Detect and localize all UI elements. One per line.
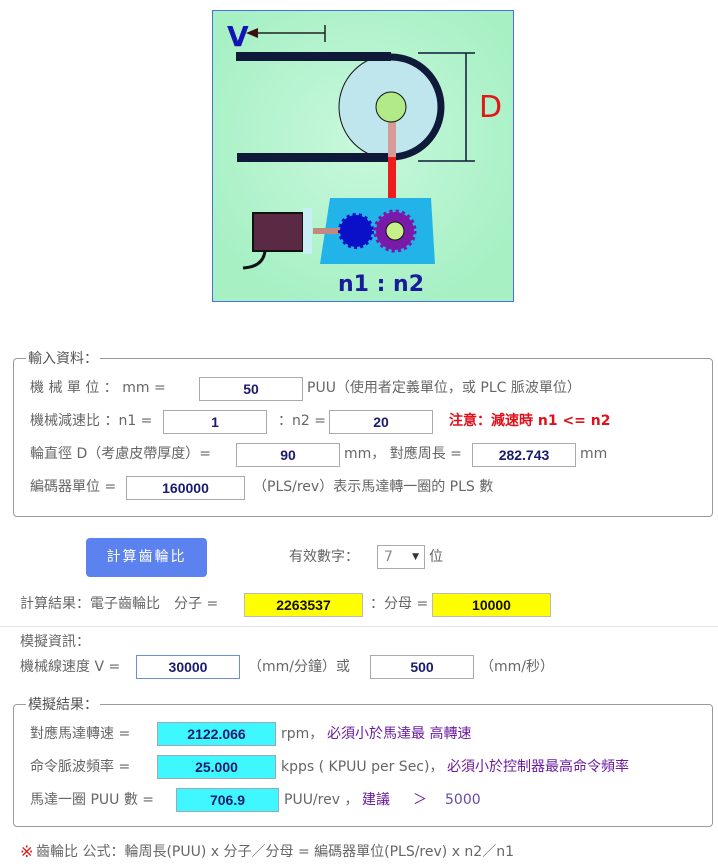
encoder-input[interactable]: 160000	[126, 476, 245, 500]
significant-digits-select[interactable]: 7 ▼	[377, 545, 425, 569]
diameter-label: D	[479, 90, 502, 125]
digits-label: 有效數字：	[289, 549, 359, 565]
pulse-freq-output: 25.000	[157, 755, 276, 779]
speed-unit1: （mm/分鐘）或	[248, 659, 350, 675]
input-section: 輸入資料：	[13, 348, 713, 517]
denominator-label: ：分母 =	[370, 596, 429, 612]
mech-unit-input[interactable]: 50	[199, 377, 303, 401]
numerator-output: 2263537	[244, 593, 363, 617]
divider	[0, 626, 718, 627]
n2-input[interactable]: 20	[329, 410, 433, 434]
reduction-warning: 注意：減速時 n1 <= n2	[449, 413, 611, 429]
result-label: 計算結果：電子齒輪比 分子 =	[20, 596, 219, 612]
reduction-label: 機械減速比 ：n1 =	[30, 413, 153, 429]
velocity-label: V	[227, 20, 249, 53]
mech-unit-suffix: PUU（使用者定義單位，或 PLC 脈波單位）	[307, 380, 581, 396]
circumference-label: mm， 對應周長 =	[344, 446, 462, 462]
sim-result-legend: 模擬結果：	[28, 697, 98, 713]
mech-unit-label: 機 械 單 位 ： mm =	[30, 380, 166, 396]
circumference-output: 282.743	[472, 443, 576, 467]
speed-label: 機械線速度 V =	[20, 659, 121, 675]
n2-label: ：n2 =	[278, 413, 326, 429]
circumference-unit: mm	[580, 446, 608, 462]
encoder-suffix: （PLS/rev）表示馬達轉一圈的 PLS 數	[253, 479, 494, 495]
pulse-freq-unit: kpps ( KPUU per Sec)，	[281, 759, 444, 775]
greater-than-symbol: ＞	[413, 792, 427, 808]
digits-value: 7	[384, 549, 393, 565]
sim-info-title: 模擬資訊：	[20, 634, 90, 650]
input-section-legend: 輸入資料：	[28, 351, 98, 367]
speed-mm-s-input[interactable]: 500	[370, 655, 474, 679]
motor-speed-note: 必須小於馬達最 高轉速	[327, 726, 472, 742]
sim-result-section: 模擬結果：	[13, 694, 713, 827]
encoder-label: 編碼器單位 =	[30, 479, 117, 495]
motor-speed-output: 2122.066	[157, 722, 276, 746]
pulse-freq-note: 必須小於控制器最高命令頻率	[447, 759, 629, 775]
calculate-gear-ratio-button[interactable]: 計算齒輪比	[86, 538, 207, 577]
puu-per-rev-note: 建議	[362, 792, 390, 808]
puu-per-rev-output: 706.9	[176, 788, 279, 812]
puu-per-rev-unit: PUU/rev ，	[284, 792, 359, 808]
diameter-input[interactable]: 90	[236, 443, 340, 467]
speed-mm-min-input[interactable]: 30000	[136, 655, 240, 679]
pulse-freq-label: 命令脈波頻率 =	[30, 759, 131, 775]
motor-speed-label: 對應馬達轉速 =	[30, 726, 131, 742]
speed-unit2: （mm/秒）	[480, 659, 554, 675]
motor-speed-unit: rpm，	[281, 726, 324, 742]
puu-per-rev-label: 馬達一圈 PUU 數 =	[30, 792, 155, 808]
recommended-puu: 5000	[445, 792, 481, 808]
n1-input[interactable]: 1	[163, 410, 267, 434]
chevron-down-icon: ▼	[412, 552, 419, 562]
footnote-formula: 齒輪比 公式：輪周長(PUU) x 分子／分母 = 編碼器單位(PLS/rev)…	[36, 844, 514, 860]
digits-suffix: 位	[429, 549, 443, 565]
gear-ratio-label: n1 : n2	[338, 272, 424, 297]
diameter-label-text: 輪直徑 D（考慮皮帶厚度）=	[30, 446, 211, 462]
footnote-mark: ※	[20, 842, 34, 861]
denominator-output: 10000	[432, 593, 551, 617]
belt-drive-diagram: V D n1 : n2	[212, 10, 514, 302]
